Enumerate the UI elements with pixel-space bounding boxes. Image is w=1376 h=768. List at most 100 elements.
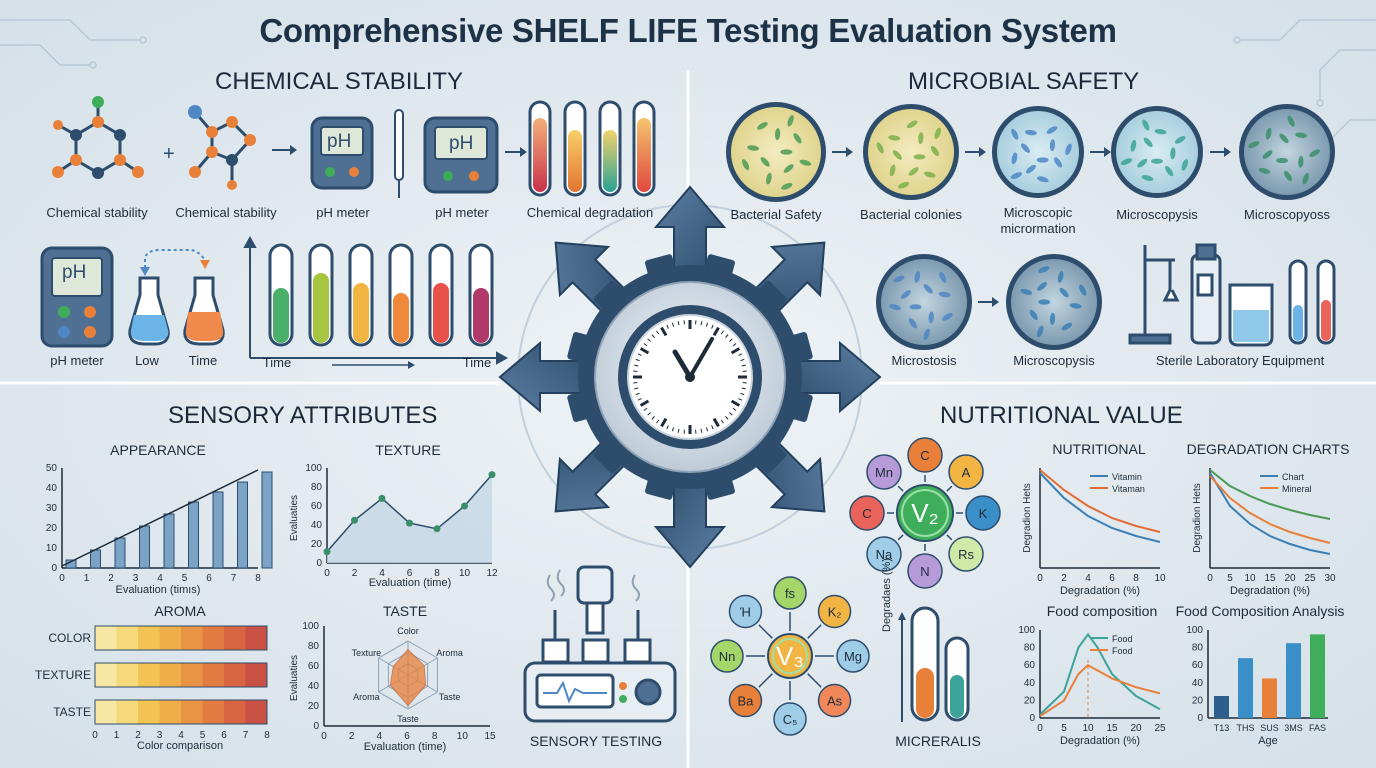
x-axis-label: Color comparison — [137, 740, 223, 752]
clock-tick — [639, 399, 650, 407]
heat-row-border — [94, 699, 268, 725]
gear-tooth — [783, 390, 813, 422]
time-left-label: Time — [262, 355, 292, 370]
time-tubes — [268, 243, 494, 347]
arrow-head — [1104, 147, 1111, 157]
clock-tick — [647, 338, 651, 342]
clock-ticks — [633, 320, 747, 434]
sensory-testing-label: SENSORY TESTING — [529, 733, 663, 749]
bacterium — [918, 132, 924, 145]
x-tick-label: 7 — [231, 573, 237, 584]
cluster-link — [897, 534, 904, 541]
heat-cell — [138, 626, 160, 650]
microbial-heading: MICROBIAL SAFETY — [908, 68, 1140, 95]
x-tick-label: 2 — [1061, 573, 1067, 584]
petri-dish — [1116, 111, 1198, 193]
y-tick-label: 40 — [46, 483, 58, 494]
atom-dots — [52, 96, 144, 179]
y-tick-label: 20 — [1192, 695, 1204, 706]
bacterium — [939, 271, 947, 283]
nutrient-center-label: V₂ — [911, 498, 938, 528]
category-label: THS — [1237, 723, 1255, 733]
x-tick-label: 4 — [178, 730, 184, 741]
y-tick-label: 0 — [316, 558, 322, 569]
gear-tooth — [752, 439, 787, 474]
vitamin-cluster: C A K Rs N Na C Mn V₂ — [849, 437, 1001, 589]
micro-row2-label-1: Microstosis — [891, 353, 957, 368]
nutrient-label: As — [827, 694, 843, 709]
nutrient-circle — [866, 454, 902, 490]
x-tick-label: 6 — [407, 568, 413, 579]
x-tick-label: 4 — [379, 568, 385, 579]
transfer-arrow — [144, 249, 206, 268]
ph-meter-icon-2 — [423, 116, 499, 194]
heat-cell — [95, 700, 117, 724]
nutrient-circle — [907, 437, 943, 473]
bacterium — [742, 159, 750, 171]
heat-cell — [116, 626, 139, 650]
gear-tooth — [593, 439, 628, 474]
cluster-link — [758, 673, 773, 688]
clock-tick — [643, 343, 648, 347]
bacterium — [1059, 287, 1069, 298]
legend-label: Food — [1112, 634, 1133, 644]
nutrient-label: Mg — [844, 649, 862, 664]
sensory-heading: SENSORY ATTRIBUTES — [168, 402, 438, 429]
x-tick-label: 0 — [59, 573, 65, 584]
time-tube-liquid — [353, 283, 369, 343]
legend-label: Vitaman — [1112, 484, 1145, 494]
series-line — [1039, 472, 1161, 543]
cluster-link — [946, 485, 953, 492]
heat-row-border — [94, 625, 268, 651]
bacterium — [787, 115, 794, 127]
nutrient-center-label: V₃ — [776, 641, 804, 671]
x-tick-label: 6 — [221, 730, 227, 741]
radar-axis-label: Taste — [397, 714, 419, 724]
legend-label: Mineral — [1282, 484, 1312, 494]
bacterium — [1024, 129, 1037, 136]
y-tick-label: 60 — [1024, 660, 1036, 671]
ph-text: pH — [327, 131, 352, 152]
nutrient-circle — [817, 683, 852, 718]
y-axis-label: Degradion Hets — [1022, 483, 1033, 552]
x-tick-label: 25 — [1154, 723, 1166, 734]
bacterium — [774, 128, 781, 141]
clock-tick — [711, 324, 714, 329]
heat-cell — [202, 700, 225, 724]
bacterium — [1037, 325, 1044, 338]
bar — [1214, 696, 1229, 718]
bacterium — [1174, 136, 1186, 144]
bacterium — [1295, 132, 1308, 138]
central-gear-clock — [498, 185, 882, 569]
y-tick-label: 80 — [311, 482, 323, 493]
bacterium — [1061, 322, 1073, 331]
clock-tick — [635, 358, 640, 362]
row-label: COLOR — [48, 631, 91, 645]
bacterium — [1142, 119, 1150, 131]
x-tick-label: 0 — [92, 730, 98, 741]
nutrient-label: C₅ — [783, 712, 798, 727]
data-point — [406, 519, 413, 527]
x-tick-label: 15 — [484, 731, 496, 742]
y-tick-label: 40 — [1024, 678, 1036, 689]
gear-tooth — [703, 254, 735, 284]
heat-cell — [138, 700, 160, 724]
gear-tooth — [703, 470, 735, 500]
nutrient-label: A — [962, 465, 971, 480]
bacterium — [942, 313, 953, 321]
clock-minute-hand — [688, 337, 714, 379]
time-tube-liquid — [273, 288, 289, 343]
clock-tick — [637, 353, 642, 356]
bacterium — [1020, 143, 1031, 153]
radar-axis-label: Texture — [352, 648, 382, 658]
clock-tick — [651, 334, 655, 338]
nutrient-circle — [710, 639, 744, 673]
clock-tick — [712, 326, 720, 337]
bacterium — [1065, 143, 1072, 156]
heat-cell — [95, 663, 117, 687]
heat-cell — [159, 626, 182, 650]
clock-tick — [729, 338, 733, 342]
y-tick-label: 80 — [1024, 643, 1036, 654]
ph-text-2: pH — [449, 133, 474, 154]
